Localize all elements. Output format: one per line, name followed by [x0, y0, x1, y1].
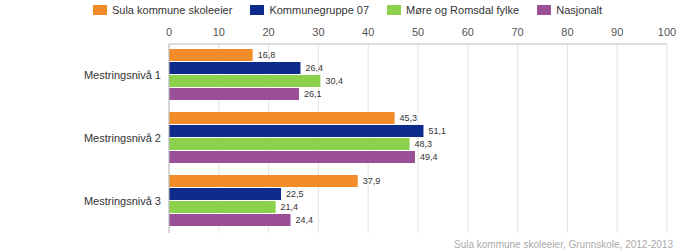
svg-text:70: 70: [511, 26, 523, 38]
svg-text:20: 20: [262, 26, 274, 38]
svg-text:24,4: 24,4: [296, 215, 314, 225]
svg-text:49,4: 49,4: [420, 152, 438, 162]
svg-text:40: 40: [362, 26, 374, 38]
svg-text:Mestringsnivå 1: Mestringsnivå 1: [84, 69, 161, 81]
svg-text:37,9: 37,9: [363, 176, 381, 186]
svg-text:21,4: 21,4: [281, 202, 299, 212]
svg-text:90: 90: [611, 26, 623, 38]
svg-text:51,1: 51,1: [428, 126, 446, 136]
html-text:Sula kommune skoleeier, Grunns: Sula kommune skoleeier, Grunnskole, 2012…: [454, 239, 673, 250]
svg-text:45,3: 45,3: [400, 113, 418, 123]
svg-text:22,5: 22,5: [286, 189, 304, 199]
svg-text:26,1: 26,1: [304, 89, 322, 99]
svg-text:48,3: 48,3: [415, 139, 433, 149]
svg-text:30: 30: [312, 26, 324, 38]
svg-text:50: 50: [412, 26, 424, 38]
svg-text:100: 100: [658, 26, 676, 38]
html-text:Sula kommune skoleeier: Sula kommune skoleeier: [112, 4, 233, 16]
svg-text:60: 60: [462, 26, 474, 38]
svg-text:10: 10: [213, 26, 225, 38]
svg-text:30,4: 30,4: [325, 76, 343, 86]
svg-text:Mestringsnivå 2: Mestringsnivå 2: [84, 132, 161, 144]
svg-text:Mestringsnivå 3: Mestringsnivå 3: [84, 195, 161, 207]
html-text:Møre og Romsdal fylke: Møre og Romsdal fylke: [406, 4, 520, 16]
svg-text:16,8: 16,8: [258, 50, 276, 60]
svg-text:80: 80: [561, 26, 573, 38]
html-text:Kommunegruppe 07: Kommunegruppe 07: [269, 4, 370, 16]
svg-text:26,4: 26,4: [305, 63, 323, 73]
svg-text:0: 0: [166, 26, 172, 38]
html-text:Nasjonalt: Nasjonalt: [556, 4, 602, 16]
